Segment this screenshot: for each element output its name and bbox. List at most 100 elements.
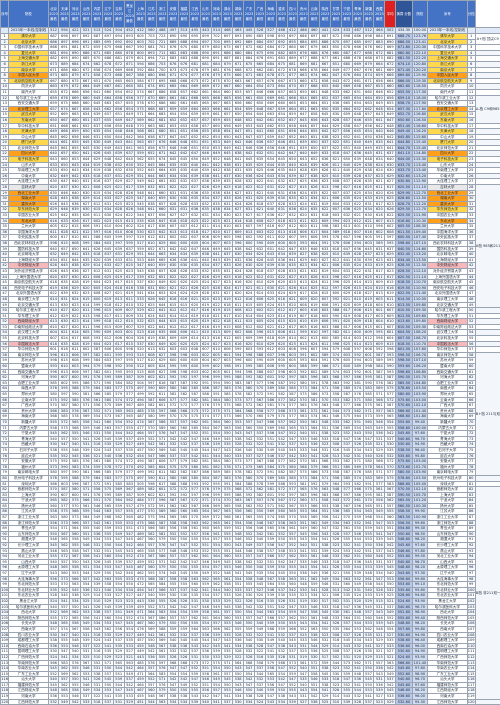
score-cell: 544 bbox=[146, 699, 157, 705]
column-header: 贵州 2023最低 bbox=[298, 1, 309, 28]
percent-cell: 113.20 bbox=[412, 173, 428, 179]
converted-score: 612.50 bbox=[396, 313, 413, 319]
score-cell: 588 bbox=[233, 492, 244, 498]
converted-score: 619.50 bbox=[396, 285, 413, 291]
percent-cell: 106.80 bbox=[412, 369, 428, 375]
score-cell: 678 bbox=[309, 67, 320, 73]
converted-score: 644.80 bbox=[396, 140, 413, 146]
percent-cell: 103.50 bbox=[412, 475, 428, 481]
percent-cell: 110.00 bbox=[412, 296, 428, 302]
percent-cell: 111.40 bbox=[412, 291, 428, 297]
score-cell: 537 bbox=[222, 699, 233, 705]
score-cell: 630 bbox=[385, 162, 396, 168]
score-cell: 668 bbox=[233, 67, 244, 73]
column-header: 福建 2023最低 bbox=[178, 1, 189, 28]
row-number: 104 bbox=[467, 610, 475, 616]
column-header: 北京 2023最低 bbox=[48, 1, 59, 28]
converted-score: 530.60 bbox=[396, 649, 413, 655]
converted-score: 666.00 bbox=[396, 78, 413, 84]
row-number: 120 bbox=[467, 699, 475, 705]
score-cell: 700 bbox=[157, 67, 168, 73]
converted-score: 629.50 bbox=[396, 207, 413, 213]
column-header: 浙江 2023最低 bbox=[157, 1, 168, 28]
converted-score: 535.60 bbox=[396, 587, 413, 593]
column-header: 换算 分数 bbox=[396, 1, 413, 28]
percent-cell: 109.40 bbox=[412, 229, 428, 235]
converted-score: 570.60 bbox=[396, 403, 413, 409]
converted-score: 528.60 bbox=[396, 593, 413, 599]
score-cell: 690 bbox=[385, 39, 396, 45]
converted-score: 532.60 bbox=[396, 699, 413, 705]
converted-score: 644.70 bbox=[396, 145, 413, 151]
percent-cell: 110.90 bbox=[412, 285, 428, 291]
percent-cell: 106.20 bbox=[412, 364, 428, 370]
row-number: 115 bbox=[467, 671, 475, 677]
row-number: 105 bbox=[1, 615, 9, 621]
university-name: 江西师范大学 bbox=[9, 699, 48, 705]
converted-score: 554.60 bbox=[396, 526, 413, 532]
score-cell: 644 bbox=[157, 302, 168, 308]
percent-cell: 112.20 bbox=[412, 201, 428, 207]
converted-score: 548.60 bbox=[396, 537, 413, 543]
row-number: 112 bbox=[1, 654, 9, 660]
score-cell: 534 bbox=[276, 699, 287, 705]
percent-cell: 102.70 bbox=[412, 464, 428, 470]
percent-cell: 111.90 bbox=[412, 213, 428, 219]
converted-score: 645.80 bbox=[396, 134, 413, 140]
score-cell: 619 bbox=[81, 341, 92, 347]
converted-score: 552.60 bbox=[396, 671, 413, 677]
converted-score: 620.50 bbox=[396, 185, 413, 191]
percent-cell: 113.20 bbox=[412, 252, 428, 258]
converted-score: 598.50 bbox=[396, 358, 413, 364]
score-cell: 664 bbox=[157, 162, 168, 168]
percent-cell: 123.41 bbox=[412, 39, 428, 45]
percent-cell: 112.90 bbox=[412, 179, 428, 185]
converted-score: 550.60 bbox=[396, 531, 413, 537]
row-number: 118 bbox=[467, 688, 475, 694]
percent-cell: 95.30 bbox=[412, 699, 428, 705]
converted-score: 556.50 bbox=[396, 520, 413, 526]
score-cell: 610 bbox=[385, 302, 396, 308]
column-header: 分档 bbox=[467, 1, 475, 28]
column-header: 天津 2023最低 bbox=[59, 1, 70, 28]
percent-cell: 120.30 bbox=[412, 45, 428, 51]
row-number: 111 bbox=[1, 649, 9, 655]
converted-score: 546.60 bbox=[396, 548, 413, 554]
percent-cell: 103.90 bbox=[412, 392, 428, 398]
percent-cell: 112.50 bbox=[412, 263, 428, 269]
percent-cell: 103.00 bbox=[412, 397, 428, 403]
score-cell: 539 bbox=[287, 699, 298, 705]
column-header: 云南 2023最低 bbox=[309, 1, 320, 28]
university-name: 北京航空航天大学 bbox=[9, 78, 48, 84]
converted-score: 434.30 bbox=[396, 28, 413, 34]
converted-score: 640.50 bbox=[396, 246, 413, 252]
percent-cell: 112.70 bbox=[412, 190, 428, 196]
percent-cell: 108.70 bbox=[412, 336, 428, 342]
converted-score: 538.60 bbox=[396, 638, 413, 644]
converted-score: 580.60 bbox=[396, 392, 413, 398]
percent-cell: 122.10 bbox=[412, 50, 428, 56]
